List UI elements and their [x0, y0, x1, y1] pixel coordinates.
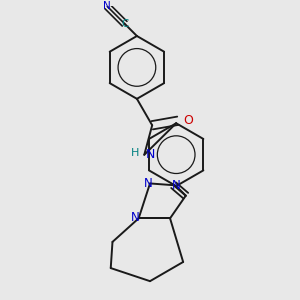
- Text: N: N: [144, 177, 153, 190]
- Text: C: C: [121, 19, 128, 29]
- Text: H: H: [131, 148, 140, 158]
- Text: O: O: [183, 114, 193, 127]
- Text: N: N: [103, 2, 111, 11]
- Text: N: N: [146, 148, 155, 161]
- Text: N: N: [131, 211, 140, 224]
- Text: N: N: [172, 179, 181, 192]
